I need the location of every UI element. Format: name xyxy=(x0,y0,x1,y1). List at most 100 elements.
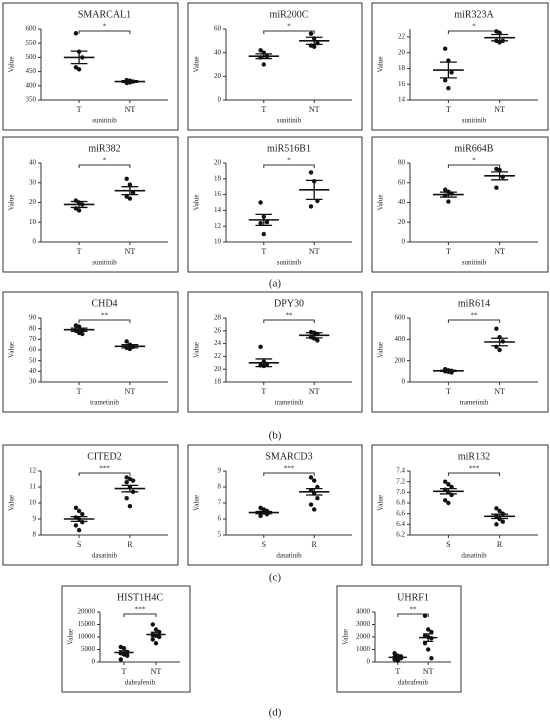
data-point xyxy=(312,507,317,512)
data-point xyxy=(264,220,270,225)
y-tick-label: 6.2 xyxy=(396,531,405,539)
y-axis-label: Value xyxy=(377,195,385,211)
sem-bar xyxy=(121,344,139,349)
sem-bar xyxy=(491,33,509,42)
sem-bar xyxy=(423,633,434,643)
chart-title: UHRF1 xyxy=(397,592,429,603)
y-tick-label: 80 xyxy=(398,159,406,167)
y-tick-label: 60 xyxy=(29,346,37,354)
significance-bracket xyxy=(447,164,501,168)
data-point xyxy=(130,478,136,483)
panel-label: (a) xyxy=(269,278,282,290)
data-point xyxy=(76,528,82,533)
sem-bar xyxy=(392,655,403,660)
data-point xyxy=(446,199,451,204)
y-axis-label: Value xyxy=(8,495,16,511)
y-tick-label: 60 xyxy=(214,25,222,33)
y-tick-label: 16 xyxy=(398,80,406,88)
panel-frame xyxy=(187,136,363,273)
x-axis-label: sunitinib xyxy=(462,259,487,267)
y-axis-label: Value xyxy=(193,495,201,511)
data-point xyxy=(118,657,124,662)
chart-title: SMARCAL1 xyxy=(78,9,131,20)
x-tick-label: T xyxy=(446,387,451,396)
x-tick-label: T xyxy=(446,105,451,114)
data-point xyxy=(443,46,448,51)
chart-title: miR200C xyxy=(270,9,309,20)
data-point xyxy=(261,231,266,237)
chart-title: miR132 xyxy=(458,451,490,462)
data-point xyxy=(494,185,499,190)
y-tick-label: 14 xyxy=(398,96,406,104)
y-tick-label: 4000 xyxy=(356,608,371,616)
sem-bar xyxy=(491,337,509,347)
chart-title: miR516B1 xyxy=(267,143,311,154)
y-tick-label: 12 xyxy=(29,467,37,475)
x-axis-label: trametinib xyxy=(460,399,489,407)
x-tick-label: NT xyxy=(309,247,320,256)
y-tick-label: 14 xyxy=(214,206,222,214)
significance-label: ** xyxy=(286,312,294,320)
data-point xyxy=(73,505,79,510)
significance-bracket xyxy=(447,472,501,476)
y-axis-label: Value xyxy=(193,57,201,73)
data-point xyxy=(124,194,129,199)
data-point xyxy=(315,496,320,501)
data-point xyxy=(443,498,448,503)
data-point xyxy=(497,347,502,353)
y-axis-label: Value xyxy=(8,195,16,211)
data-point xyxy=(426,647,431,652)
y-tick-label: 1000 xyxy=(356,645,371,653)
panel-label: (d) xyxy=(269,707,282,719)
sem-bar xyxy=(118,650,130,655)
x-tick-label: T xyxy=(77,247,82,256)
y-tick-label: 0 xyxy=(402,238,406,246)
y-tick-label: 30 xyxy=(29,178,37,186)
y-tick-label: 12 xyxy=(214,222,222,230)
x-axis-label: trametinib xyxy=(275,399,304,407)
data-point xyxy=(73,523,79,528)
significance-label: * xyxy=(287,157,291,165)
sem-bar xyxy=(70,515,88,523)
x-tick-label: NT xyxy=(494,105,505,114)
data-point xyxy=(150,622,155,627)
y-tick-label: 5 xyxy=(218,531,222,539)
x-tick-label: T xyxy=(77,105,82,114)
y-tick-label: 0 xyxy=(92,658,96,666)
data-point xyxy=(73,31,79,36)
significance-bracket xyxy=(263,319,315,323)
y-tick-label: 30 xyxy=(29,378,37,386)
sem-bar xyxy=(305,487,323,496)
sem-bar xyxy=(121,80,139,84)
y-tick-label: 20 xyxy=(398,218,406,226)
x-axis-label: trametinib xyxy=(90,399,119,407)
significance-bracket xyxy=(397,613,429,617)
panel-frame xyxy=(187,2,363,131)
y-tick-label: 0 xyxy=(402,378,406,386)
data-point xyxy=(153,627,159,632)
significance-label: * xyxy=(103,23,107,31)
data-point xyxy=(443,479,448,484)
x-tick-label: T xyxy=(261,387,266,396)
sem-bar xyxy=(70,200,88,209)
sem-bar xyxy=(255,53,273,60)
sem-bar xyxy=(491,513,509,520)
data-point xyxy=(494,326,499,331)
x-tick-label: S xyxy=(262,540,266,549)
chart-title: DPY30 xyxy=(274,298,304,309)
x-tick-label: R xyxy=(312,540,318,549)
x-axis-label: sunitinib xyxy=(277,117,302,125)
data-point xyxy=(308,204,314,209)
y-tick-label: 40 xyxy=(29,159,37,167)
data-point xyxy=(124,339,129,344)
y-tick-label: 400 xyxy=(26,81,37,89)
chart-title: SMARCD3 xyxy=(265,451,312,462)
significance-bracket xyxy=(78,319,131,323)
y-tick-label: 500 xyxy=(26,53,37,61)
y-axis-label: Value xyxy=(377,57,385,73)
y-tick-label: 10 xyxy=(214,238,222,246)
panel-label: (c) xyxy=(269,572,282,584)
chart-title: miR614 xyxy=(458,298,490,309)
y-tick-label: 10 xyxy=(29,218,37,226)
